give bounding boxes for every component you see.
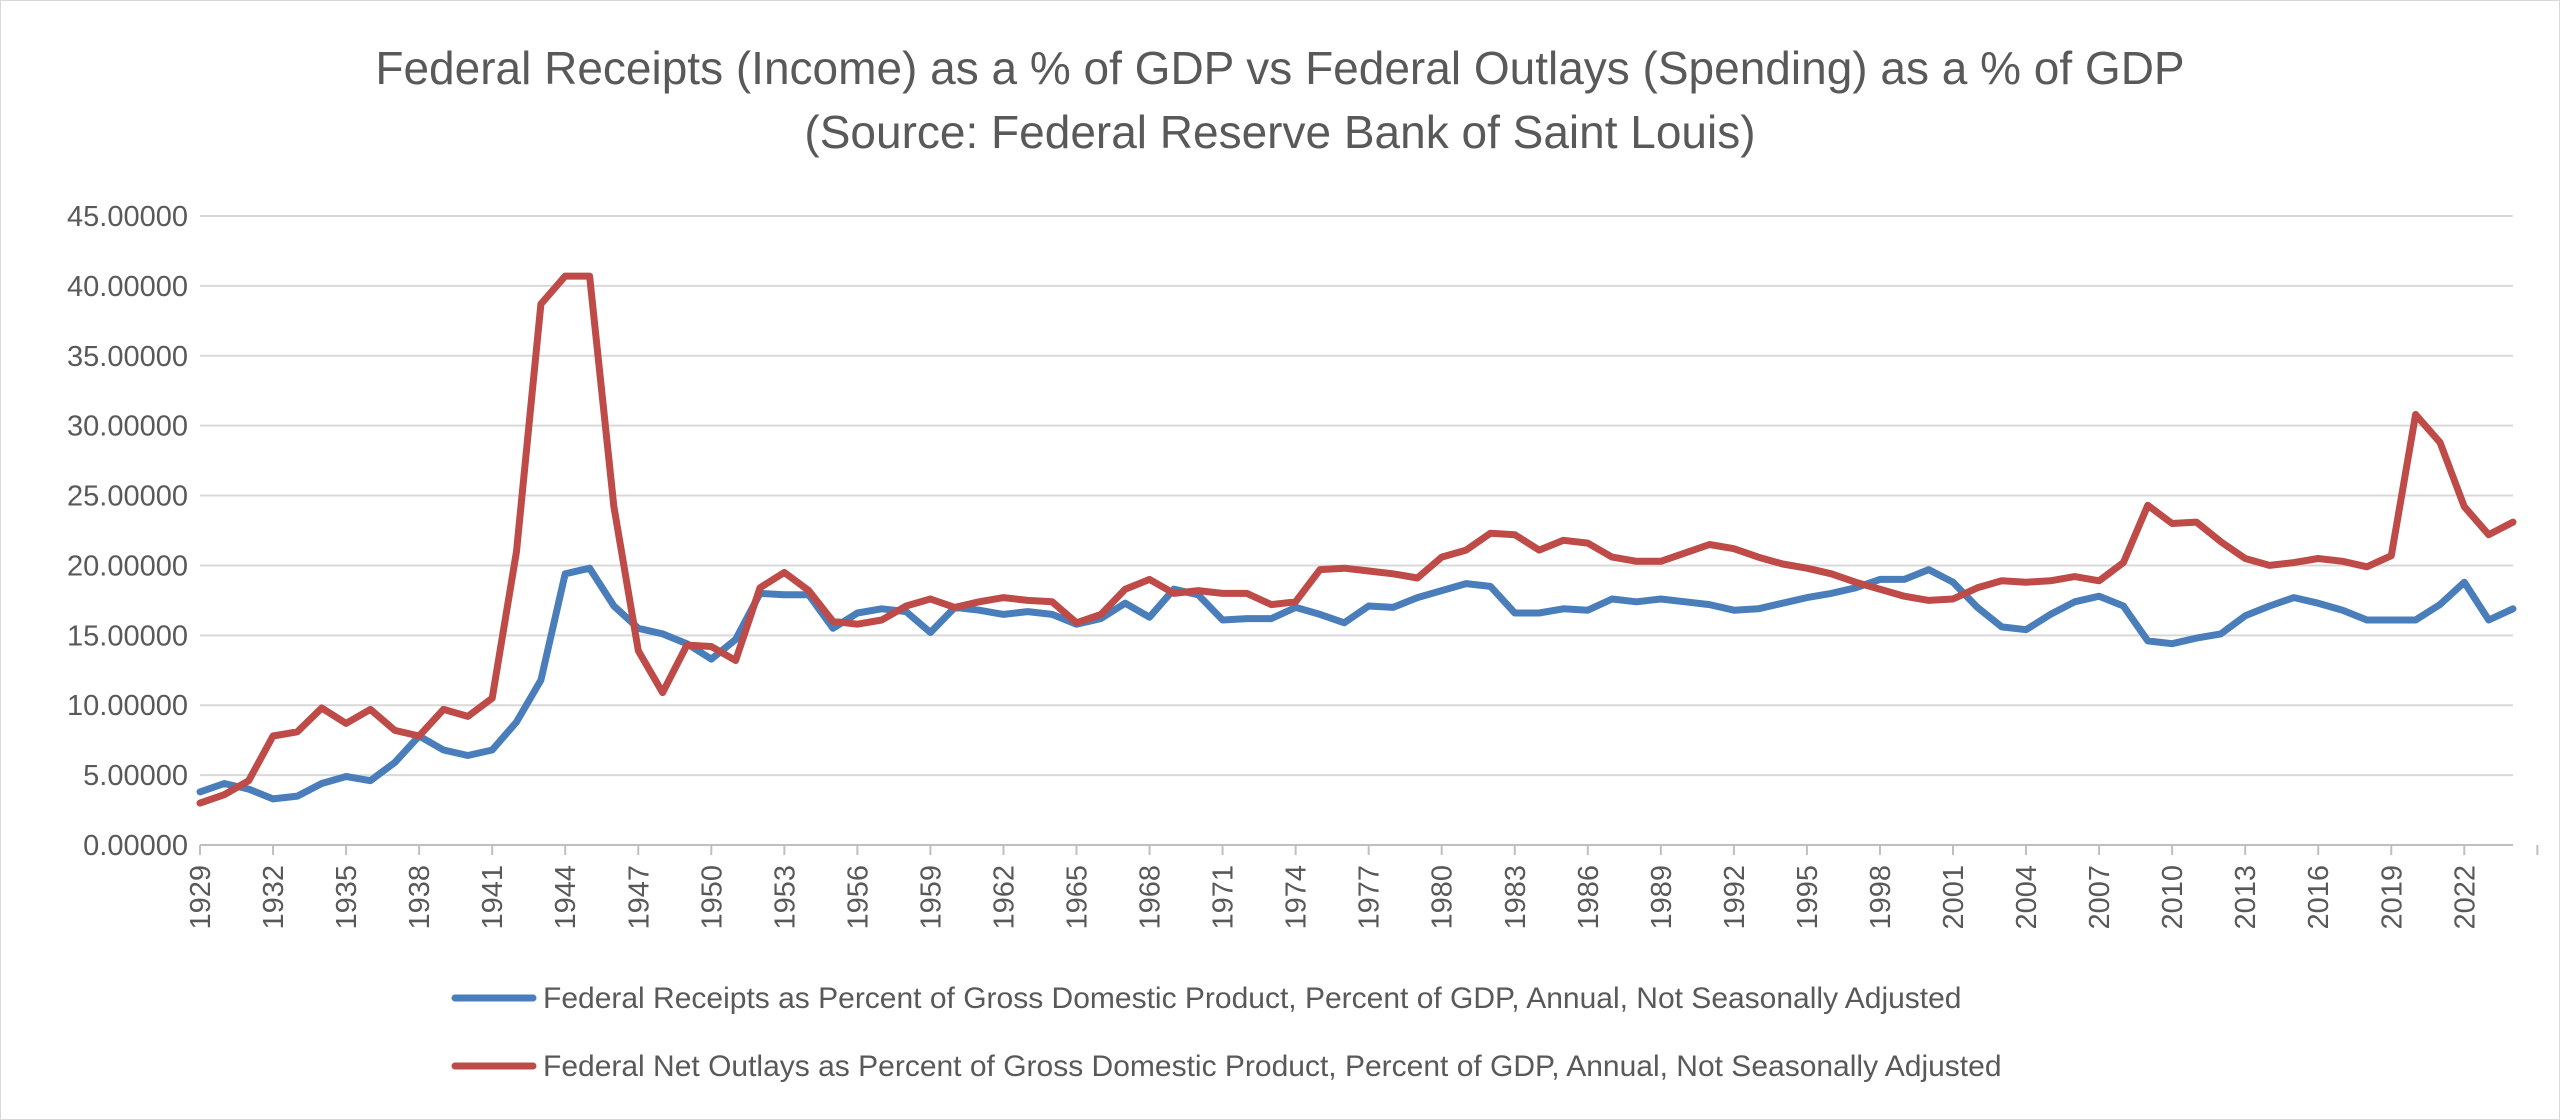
x-tick-label: 1992 [1719, 865, 1751, 930]
x-tick-label: 1935 [331, 865, 363, 930]
x-tick-label: 2016 [2303, 865, 2335, 930]
y-tick-label: 35.00000 [67, 341, 188, 373]
x-tick-label: 1929 [185, 865, 217, 930]
y-tick-label: 0.00000 [83, 830, 188, 862]
x-tick-label: 1986 [1573, 865, 1605, 930]
x-tick-label: 2013 [2230, 865, 2262, 930]
series-lines [196, 272, 2517, 807]
x-tick-label: 1950 [696, 865, 728, 930]
legend-entry-label: Federal Net Outlays as Percent of Gross … [543, 1050, 2002, 1083]
series-line-outlays [196, 272, 2517, 807]
x-tick-label: 2004 [2011, 865, 2043, 930]
x-tick-label: 1983 [1500, 865, 1532, 930]
x-tick-label: 1980 [1427, 865, 1459, 930]
x-tick-label: 1947 [623, 865, 655, 930]
x-tick-label: 1977 [1354, 865, 1386, 930]
x-tick-label: 1953 [769, 865, 801, 930]
x-tick-label: 1974 [1281, 865, 1313, 930]
x-tick-label: 1938 [404, 865, 436, 930]
y-tick-label: 10.00000 [67, 690, 188, 722]
legend: Federal Receipts as Percent of Gross Dom… [451, 982, 2002, 1083]
x-tick-label: 1956 [842, 865, 874, 930]
x-tick-label: 1968 [1135, 865, 1167, 930]
x-tick-label: 1959 [915, 865, 947, 930]
gridlines [200, 215, 2513, 777]
y-axis: 0.00000 5.00000 10.00000 15.00000 20.00000 25… [67, 201, 188, 862]
x-tick-label: 1989 [1646, 865, 1678, 930]
y-tick-label: 5.00000 [83, 760, 188, 792]
y-tick-label: 15.00000 [67, 620, 188, 652]
x-tick-label: 1962 [988, 865, 1020, 930]
y-tick-label: 40.00000 [67, 271, 188, 303]
legend-entry-label: Federal Receipts as Percent of Gross Dom… [543, 982, 1962, 1015]
y-tick-label: 45.00000 [67, 201, 188, 233]
series-line-receipts [196, 564, 2517, 803]
x-tick-label: 1944 [550, 865, 582, 930]
x-tick-label: 2010 [2157, 865, 2189, 930]
y-tick-label: 25.00000 [67, 481, 188, 513]
y-tick-label: 20.00000 [67, 550, 188, 582]
x-tick-label: 1995 [1792, 865, 1824, 930]
x-tick-label: 2022 [2449, 865, 2481, 930]
x-tick-label: 1932 [258, 865, 290, 930]
x-tick-label: 2007 [2084, 865, 2116, 930]
x-axis: 1929 1932 1935 1938 1941 1944 1947 1950 1953 1956… [185, 844, 2539, 930]
x-tick-label: 1941 [477, 865, 509, 930]
x-tick-label: 1971 [1208, 865, 1240, 930]
x-tick-label: 2001 [1938, 865, 1970, 930]
chart-title: Federal Receipts (Income) as a % of GDP … [375, 42, 2184, 94]
x-tick-label: 1965 [1062, 865, 1094, 930]
x-tick-label: 1998 [1865, 865, 1897, 930]
chart-subtitle: (Source: Federal Reserve Bank of Saint L… [804, 106, 1755, 158]
y-tick-label: 30.00000 [67, 411, 188, 443]
x-tick-label: 2019 [2376, 865, 2408, 930]
